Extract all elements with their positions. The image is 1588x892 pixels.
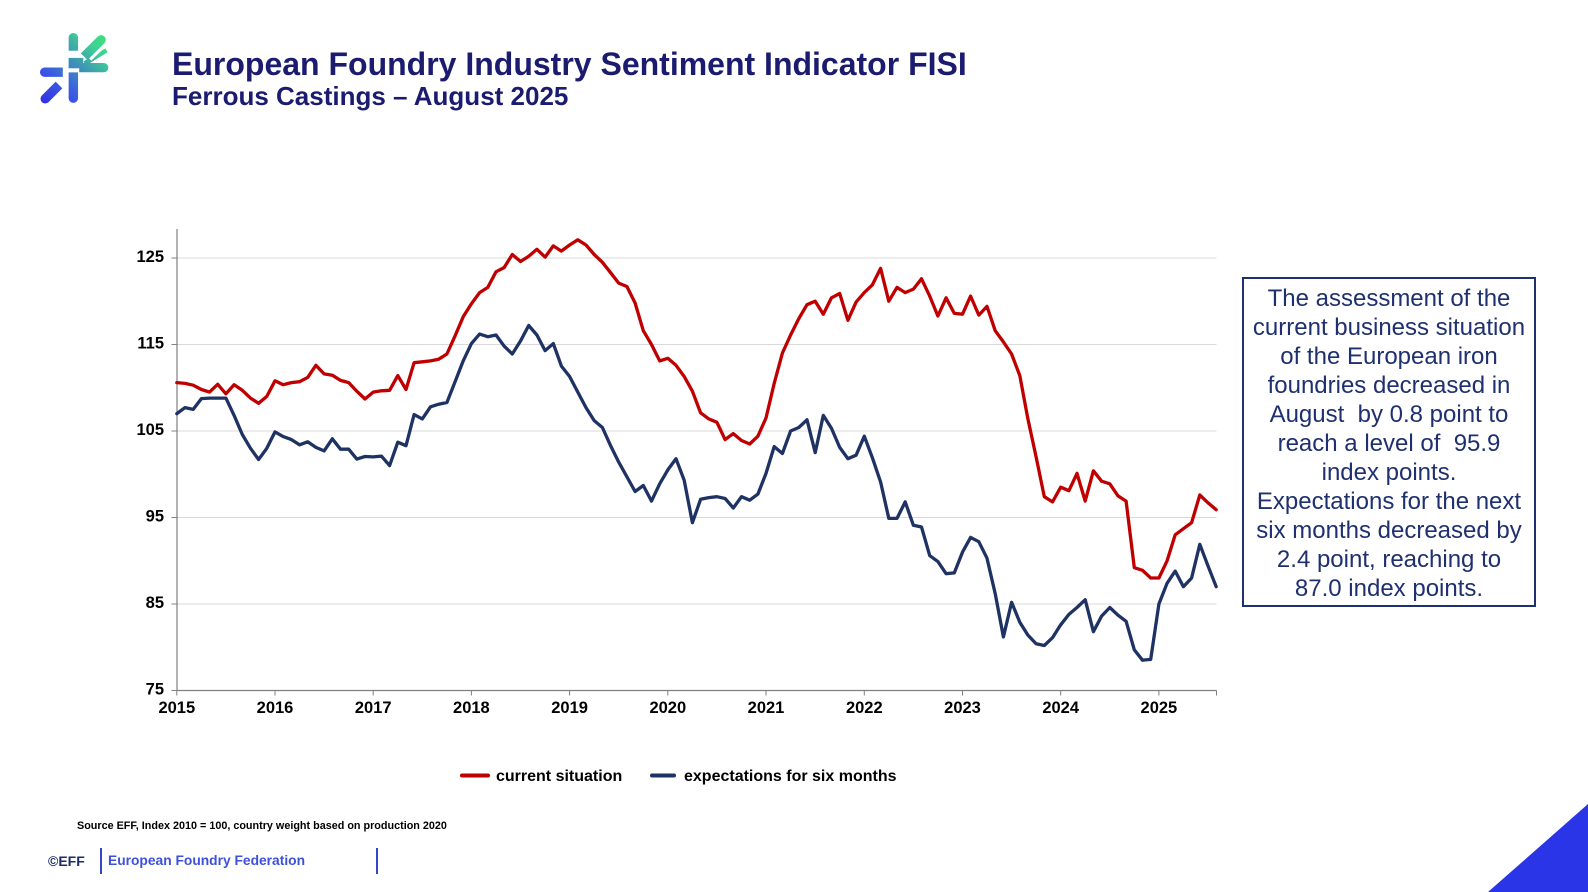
- svg-text:2016: 2016: [257, 699, 294, 717]
- svg-text:95: 95: [146, 508, 164, 526]
- svg-text:current situation: current situation: [496, 768, 622, 785]
- svg-text:2024: 2024: [1042, 699, 1080, 717]
- svg-text:75: 75: [146, 681, 164, 699]
- svg-text:115: 115: [137, 335, 164, 353]
- svg-text:105: 105: [136, 421, 164, 439]
- svg-text:2019: 2019: [551, 699, 588, 717]
- svg-text:2023: 2023: [944, 699, 981, 717]
- svg-text:2017: 2017: [355, 699, 392, 717]
- svg-text:expectations for six months: expectations for six months: [684, 768, 897, 785]
- svg-text:2022: 2022: [846, 699, 883, 717]
- svg-text:2021: 2021: [748, 699, 785, 717]
- svg-text:2015: 2015: [158, 699, 195, 717]
- svg-text:125: 125: [136, 248, 164, 266]
- svg-text:2025: 2025: [1141, 699, 1178, 717]
- svg-text:2018: 2018: [453, 699, 490, 717]
- svg-text:85: 85: [146, 594, 164, 612]
- svg-text:2020: 2020: [649, 699, 686, 717]
